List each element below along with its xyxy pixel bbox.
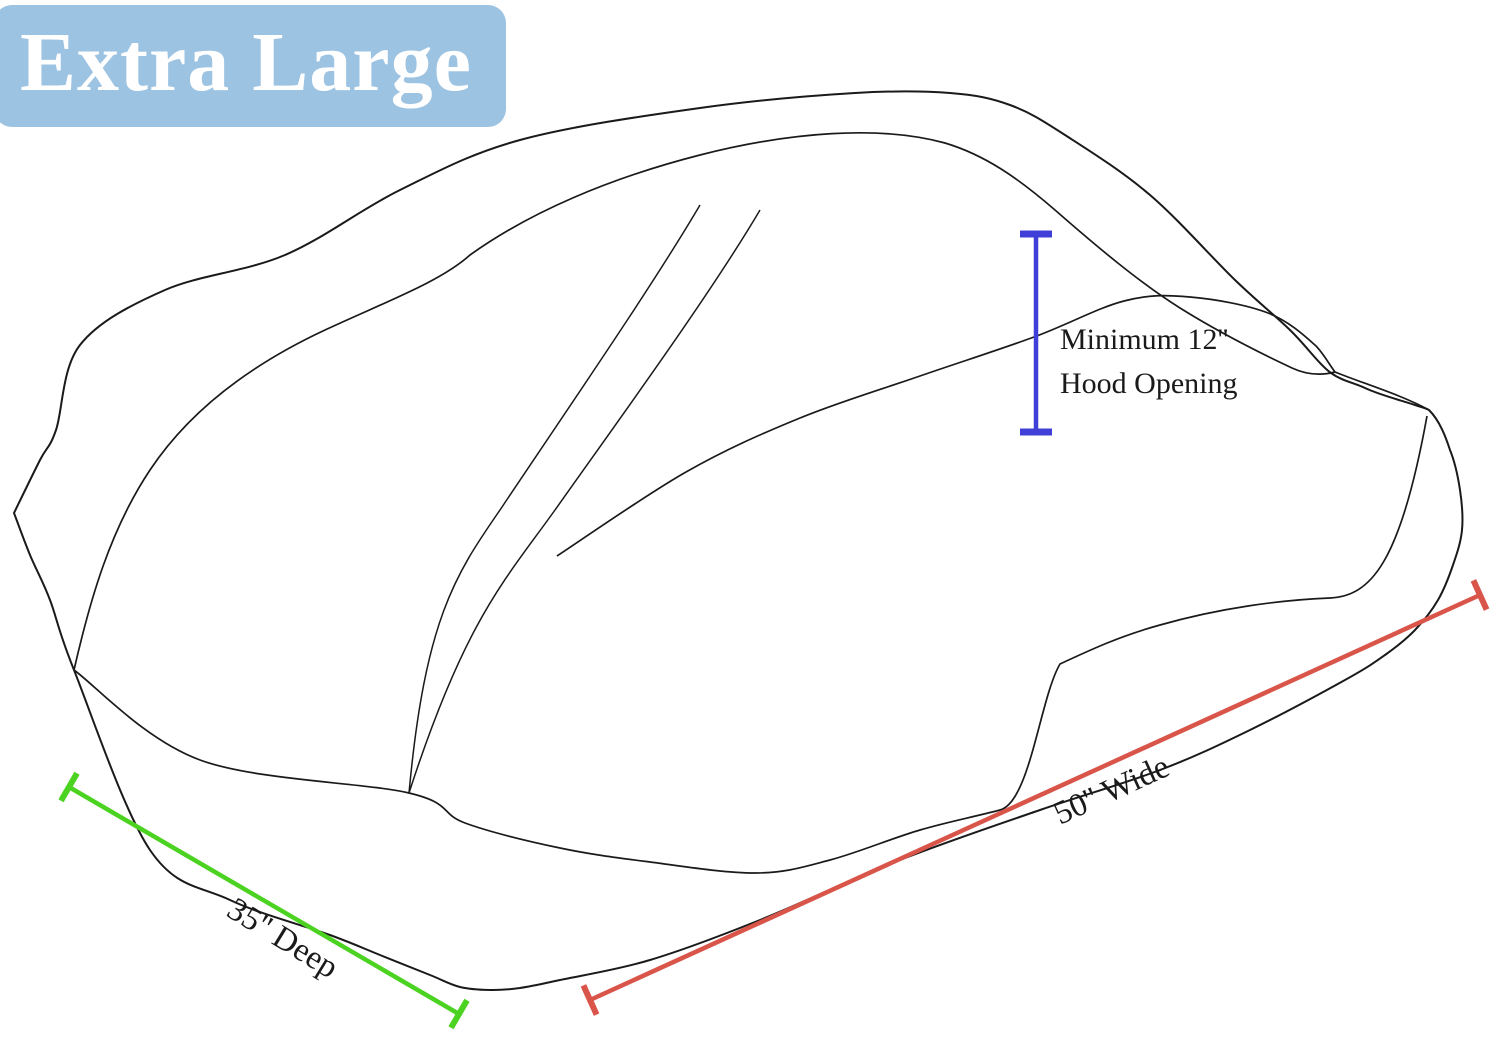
svg-text:Minimum 12'': Minimum 12'': [1060, 323, 1228, 356]
svg-text:Hood Opening: Hood Opening: [1060, 367, 1237, 400]
